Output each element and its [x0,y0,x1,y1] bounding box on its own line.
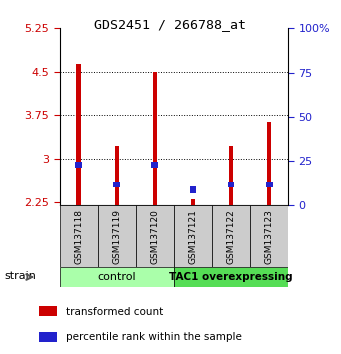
Bar [191,199,195,205]
Bar [136,205,174,267]
Bar [174,267,288,287]
Bar [250,205,288,267]
Text: GSM137122: GSM137122 [226,209,236,264]
Text: percentile rank within the sample: percentile rank within the sample [66,332,242,342]
Bar [227,182,235,187]
Text: TAC1 overexpressing: TAC1 overexpressing [169,272,293,282]
Bar [267,122,271,205]
Text: GDS2451 / 266788_at: GDS2451 / 266788_at [94,18,247,31]
Bar [39,332,57,342]
Bar [60,267,174,287]
Bar [113,182,120,187]
Bar [75,162,82,167]
Bar [266,182,272,187]
Bar [98,205,136,267]
Text: strain: strain [5,271,36,281]
Text: GSM137123: GSM137123 [265,209,273,264]
Bar [229,146,233,205]
Text: GSM137121: GSM137121 [189,209,197,264]
Bar [39,306,57,316]
Text: GSM137118: GSM137118 [74,209,83,264]
Bar [76,64,81,205]
Text: GSM137119: GSM137119 [112,209,121,264]
Text: GSM137120: GSM137120 [150,209,159,264]
Bar [212,205,250,267]
Bar [60,205,98,267]
Bar [152,73,157,205]
Bar [190,186,196,193]
Bar [115,146,119,205]
Text: control: control [98,272,136,282]
Text: transformed count: transformed count [66,307,164,317]
Bar [151,162,158,167]
Bar [174,205,212,267]
